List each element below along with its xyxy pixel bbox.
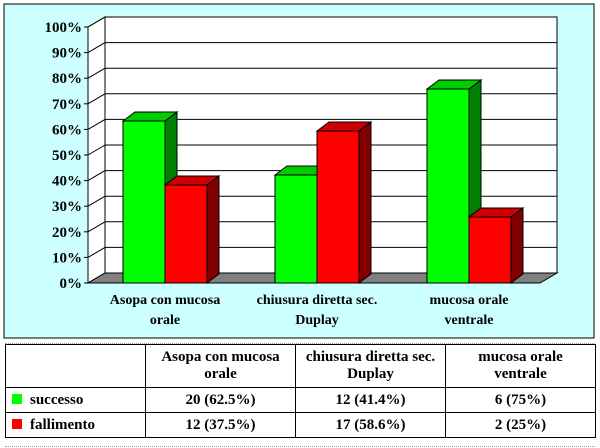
legend-swatch-fallimento [12, 419, 22, 430]
table-corner-cell [5, 344, 146, 388]
legend-swatch-successo [12, 394, 22, 405]
series-name: fallimento [30, 416, 95, 433]
y-tick-label: 90% [52, 46, 82, 62]
gridline-side [87, 42, 106, 54]
y-tick-label: 60% [52, 122, 82, 138]
table-header-cell: mucosa orale ventrale [445, 344, 596, 388]
y-tick-label: 10% [52, 250, 82, 266]
bar-fallimento-1 [315, 120, 373, 284]
series-cell: fallimento [5, 412, 146, 438]
gridline-side [87, 67, 106, 79]
table-cell: 17 (58.6%) [295, 412, 446, 438]
gridline-side [87, 246, 106, 258]
x-tick-label: ventrale [445, 313, 494, 328]
y-tick-label: 20% [52, 225, 82, 241]
gridline-side [87, 93, 106, 105]
gridline-side [87, 144, 106, 156]
table-cell: 12 (37.5%) [145, 412, 296, 438]
x-tick-label: orale [150, 313, 180, 328]
gridline-side [87, 16, 106, 28]
table-header-row: Asopa con mucosa orale chiusura diretta s… [5, 344, 596, 388]
gridline-side [87, 118, 106, 130]
bar-fallimento-2 [467, 207, 525, 284]
table-cell: 12 (41.4%) [295, 387, 446, 413]
table-row-fallimento: fallimento 12 (37.5%) 17 (58.6%) 2 (25%) [5, 412, 596, 438]
gridline-side [87, 221, 106, 233]
series-cell: successo [5, 387, 146, 413]
table-header-cell: chiusura diretta sec. Duplay [295, 344, 446, 388]
series-name: successo [30, 391, 84, 408]
y-tick-label: 70% [52, 97, 82, 113]
y-tick-label: 80% [52, 71, 82, 87]
gridline-side [87, 195, 106, 207]
y-tick-label: 100% [45, 20, 83, 36]
table-cell: 2 (25%) [445, 412, 596, 438]
y-tick-label: 0% [60, 276, 83, 292]
divider-top [5, 343, 595, 344]
table-row-successo: successo 20 (62.5%) 12 (41.4%) 6 (75%) [5, 387, 596, 413]
x-tick-label: chiusura diretta sec. [257, 293, 378, 308]
x-tick-label: Duplay [295, 313, 339, 328]
x-tick-label: Asopa con mucosa [110, 293, 220, 308]
x-tick-label: mucosa orale [430, 293, 509, 308]
data-table: Asopa con mucosa orale chiusura diretta s… [5, 344, 596, 438]
y-tick-label: 30% [52, 199, 82, 215]
divider-bottom [5, 446, 595, 447]
table-header-cell: Asopa con mucosa orale [145, 344, 296, 388]
bar-successo-0 [121, 111, 179, 284]
gridline-side [87, 170, 106, 182]
table-cell: 20 (62.5%) [145, 387, 296, 413]
table-cell: 6 (75%) [445, 387, 596, 413]
y-tick-label: 40% [52, 174, 82, 190]
bar-fallimento-0 [163, 175, 221, 284]
y-tick-label: 50% [52, 148, 82, 164]
